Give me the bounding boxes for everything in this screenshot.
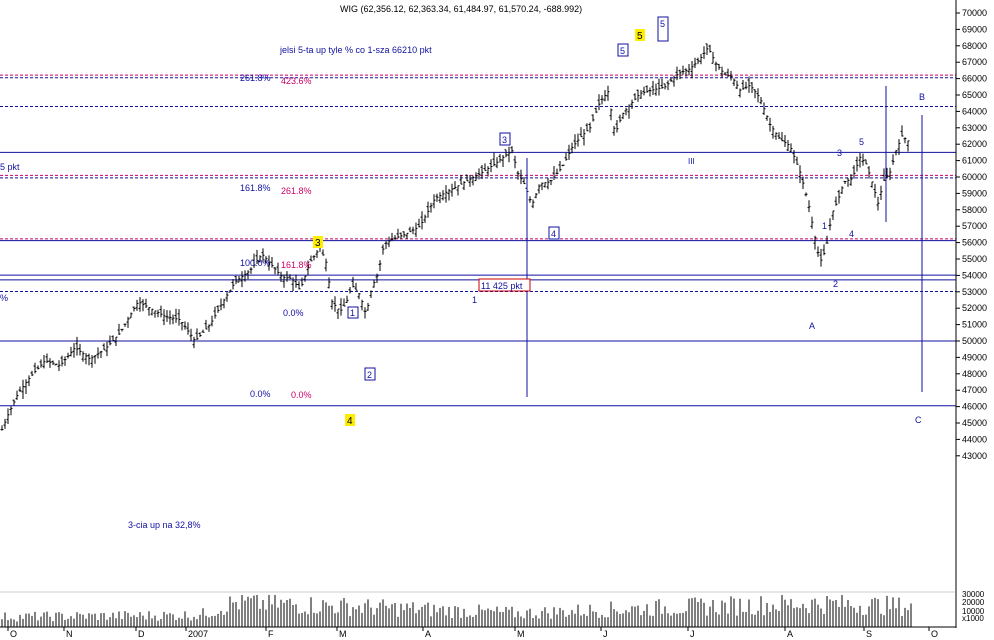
fib-label: 161.8% — [240, 183, 271, 193]
x-tick-label: 2007 — [188, 629, 208, 639]
fib-label: 100.0% — [240, 258, 271, 268]
x-tick-label: D — [138, 629, 145, 639]
y-tick-label: 60000 — [962, 172, 987, 182]
wave-label-yellow: 4 — [347, 416, 353, 427]
note-wave5-target: jelsi 5-ta up tyle % co 1-sza 66210 pkt — [279, 45, 432, 55]
y-tick-label: 69000 — [962, 24, 987, 34]
wave-label-boxed: 5 — [660, 19, 665, 29]
wave-label-yellow-bg — [313, 236, 323, 248]
time-axis: O N D 2007 F M A M J J A S O — [7, 627, 938, 639]
x-tick-label: A — [787, 629, 793, 639]
edge-label-pct: % — [0, 293, 8, 303]
y-tick-label: 57000 — [962, 221, 987, 231]
wave-label: 5 — [859, 137, 864, 147]
y-tick-label: 48000 — [962, 369, 987, 379]
wave-label: 3 — [837, 148, 842, 158]
y-tick-label: 68000 — [962, 41, 987, 51]
y-tick-label: 66000 — [962, 74, 987, 84]
x-tick-label: M — [339, 629, 347, 639]
wave-label: B — [919, 92, 925, 102]
y-tick-label: 62000 — [962, 139, 987, 149]
volume-tick-label: 20000 — [962, 598, 985, 607]
fib-label: 0.0% — [250, 389, 271, 399]
x-tick-label: F — [268, 629, 274, 639]
y-tick-label: 44000 — [962, 434, 987, 444]
volume-tick-label: x1000 — [962, 614, 984, 623]
wave-label: C — [915, 415, 922, 425]
wave-box — [657, 16, 669, 42]
wave-label-boxed: 1 — [350, 308, 355, 318]
fib-label: 0.0% — [283, 308, 304, 318]
x-tick-label: M — [517, 629, 525, 639]
edge-label-pkt: 5 pkt — [0, 162, 20, 172]
y-tick-label: 45000 — [962, 418, 987, 428]
y-tick-label: 52000 — [962, 303, 987, 313]
wave-label-boxed: 4 — [551, 229, 556, 239]
wave-box — [548, 226, 560, 240]
volume-tick-label: 10000 — [962, 607, 985, 616]
x-tick-label: S — [866, 629, 872, 639]
y-tick-label: 55000 — [962, 254, 987, 264]
y-tick-label: 63000 — [962, 123, 987, 133]
fib-label: 161.8% — [281, 260, 312, 270]
y-tick-label: 49000 — [962, 352, 987, 362]
wave-label-boxed: 5 — [620, 46, 625, 56]
wave-label: III — [688, 157, 695, 166]
y-tick-label: 58000 — [962, 205, 987, 215]
y-tick-label: 51000 — [962, 320, 987, 330]
fib-label: 0.0% — [291, 390, 312, 400]
wave-box — [499, 132, 511, 146]
fib-label: 261.8% — [281, 186, 312, 196]
wave-label-boxed: 2 — [367, 370, 372, 380]
x-tick-label: J — [690, 629, 695, 639]
y-tick-label: 43000 — [962, 451, 987, 461]
wave-label: 1 — [822, 221, 827, 231]
x-tick-label: O — [931, 629, 938, 639]
y-tick-label: 61000 — [962, 156, 987, 166]
y-tick-label: 59000 — [962, 188, 987, 198]
wave-label-boxed: 3 — [502, 135, 507, 145]
y-tick-label: 53000 — [962, 287, 987, 297]
range-box-label: 11 425 pkt — [481, 281, 523, 291]
wave-label-yellow-bg — [345, 414, 355, 426]
y-tick-label: 47000 — [962, 385, 987, 395]
y-tick-label: 64000 — [962, 106, 987, 116]
x-tick-label: J — [603, 629, 608, 639]
x-tick-label: O — [10, 629, 17, 639]
y-tick-label: 56000 — [962, 238, 987, 248]
wave-label: 1 — [472, 295, 477, 305]
range-box — [478, 278, 531, 292]
wave-box — [617, 43, 629, 57]
wave-box — [347, 306, 359, 319]
y-tick-label: 65000 — [962, 90, 987, 100]
fib-label: 423.6% — [281, 76, 312, 86]
note-wave3: 3-cia up na 32,8% — [128, 520, 201, 530]
x-tick-label: A — [425, 629, 431, 639]
wave-label-yellow: 5 — [637, 31, 643, 42]
wave-label: 2 — [833, 279, 838, 289]
horizontal-levels — [0, 74, 956, 407]
wave-label: 4 — [849, 229, 854, 239]
wave-label-yellow-bg — [635, 29, 645, 41]
price-bars — [0, 43, 910, 431]
y-tick-label: 50000 — [962, 336, 987, 346]
x-tick-label: N — [66, 629, 73, 639]
volume-tick-label: 30000 — [962, 590, 985, 599]
y-tick-label: 46000 — [962, 402, 987, 412]
price-axis: 43000 44000 45000 46000 47000 48000 49000 50000… — [956, 8, 987, 623]
fib-label: 261.8% — [240, 73, 271, 83]
y-tick-label: 67000 — [962, 57, 987, 67]
y-tick-label: 70000 — [962, 8, 987, 18]
wave-label: A — [809, 321, 815, 331]
wave-label-yellow: 3 — [315, 238, 321, 249]
wave-box — [364, 367, 376, 381]
chart-title: WIG (62,356.12, 62,363.34, 61,484.97, 61… — [340, 4, 582, 14]
volume-bars — [1, 595, 912, 627]
y-tick-label: 54000 — [962, 270, 987, 280]
